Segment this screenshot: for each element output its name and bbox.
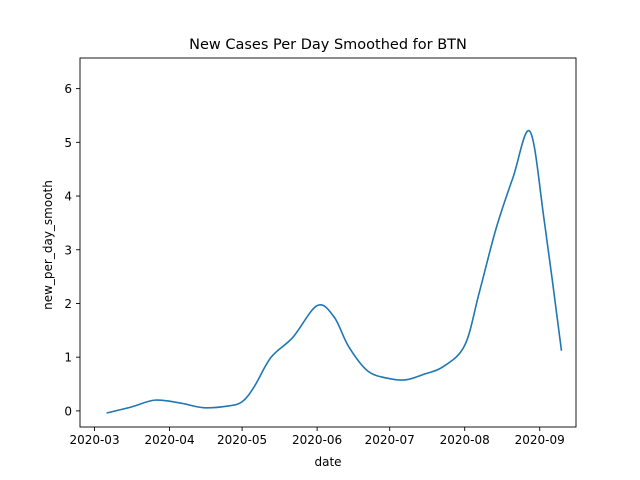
x-tick-label: 2020-05 [217, 433, 267, 447]
x-tick-label: 2020-09 [515, 433, 565, 447]
y-tick-label: 2 [64, 297, 72, 311]
x-tick-label: 2020-03 [69, 433, 119, 447]
x-tick-label: 2020-08 [440, 433, 490, 447]
y-tick-label: 1 [64, 351, 72, 365]
y-tick-label: 6 [64, 82, 72, 96]
y-tick-label: 3 [64, 243, 72, 257]
axes-frame [79, 57, 577, 428]
y-axis-label: new_per_day_smooth [41, 180, 55, 310]
series-line [106, 129, 563, 414]
x-axis-label: date [314, 455, 341, 469]
plot-area: 2020-03 2020-04 2020-05 2020-06 2020-07 2020-… [64, 57, 577, 447]
chart-title: New Cases Per Day Smoothed for BTN [189, 37, 467, 53]
x-tick-label: 2020-07 [365, 433, 415, 447]
x-tick-label: 2020-04 [144, 433, 194, 447]
x-tick-label: 2020-06 [292, 433, 342, 447]
y-tick-label: 5 [64, 136, 72, 150]
y-tick-label: 4 [64, 190, 72, 204]
y-tick-label: 0 [64, 404, 72, 418]
